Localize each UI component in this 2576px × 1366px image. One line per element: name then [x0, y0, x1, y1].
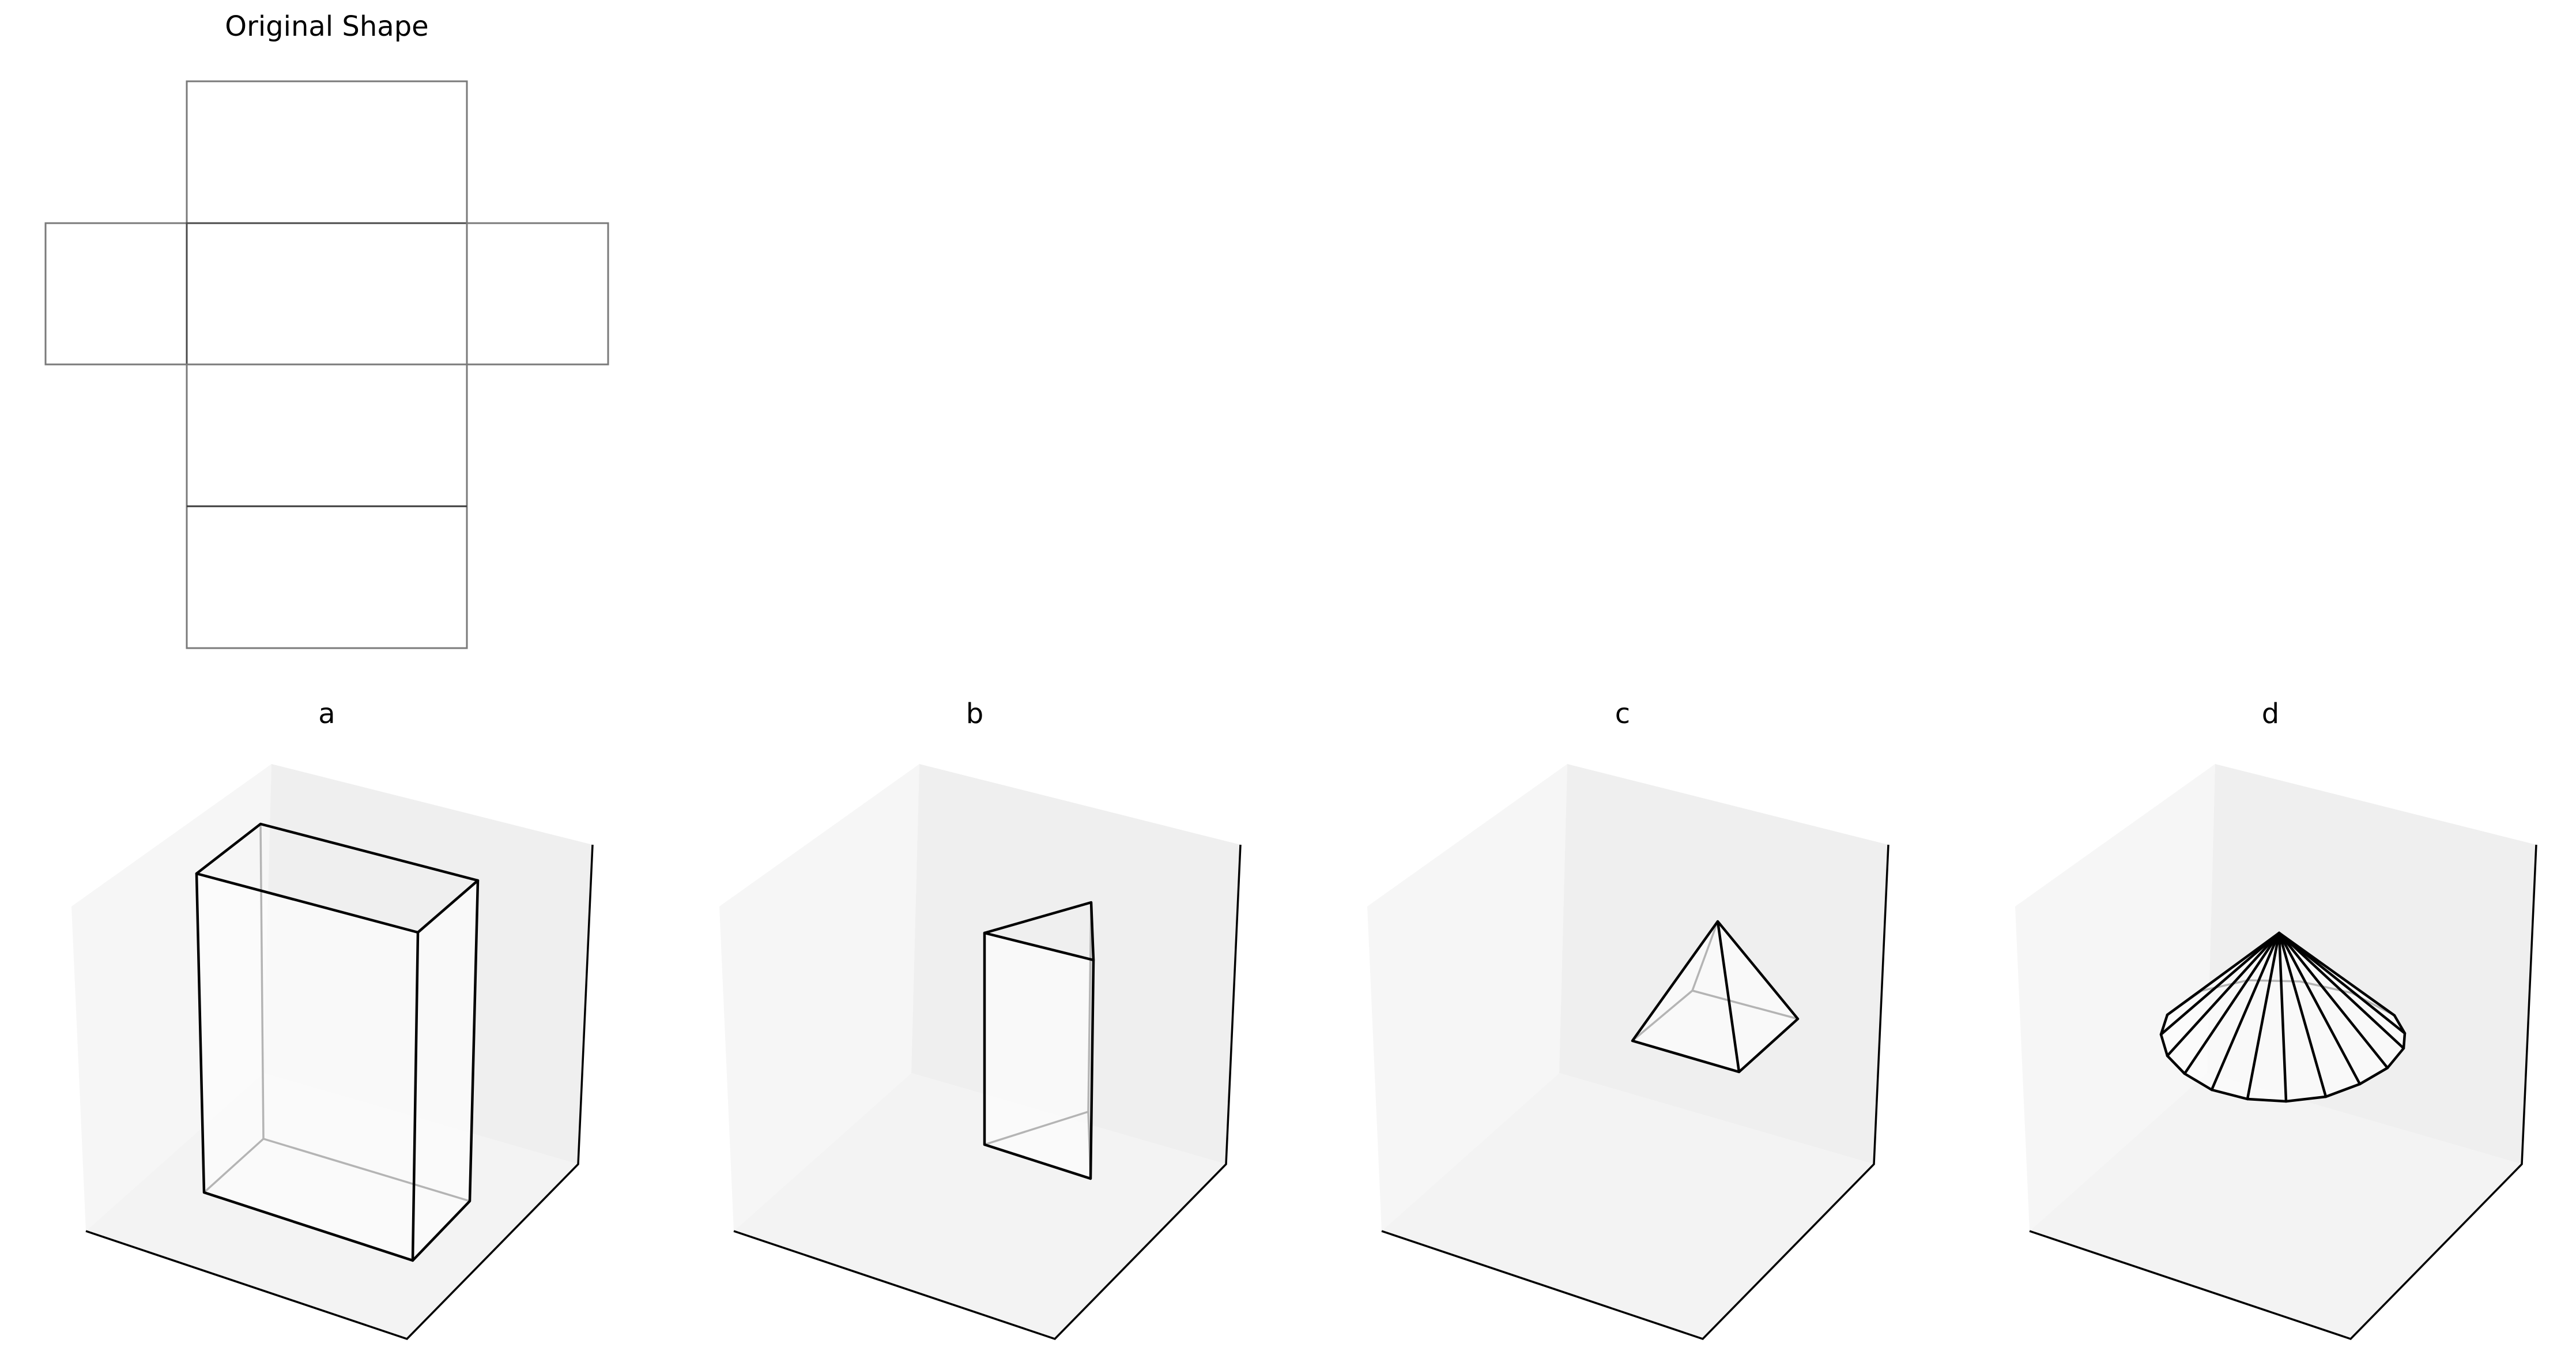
- net-face-top: [186, 80, 468, 224]
- option-d-label: d: [2262, 698, 2279, 730]
- pane-floor: [1382, 1073, 1874, 1339]
- pane-floor: [734, 1073, 1226, 1339]
- net-face-lower: [186, 363, 468, 507]
- option-b-axes: [719, 764, 1242, 1341]
- net-face-left: [44, 222, 188, 366]
- net-face-center: [186, 222, 468, 366]
- option-c-panel: c: [1367, 698, 1889, 1341]
- net-panel: Original Shape: [44, 10, 609, 649]
- triangular-prism-top: [983, 901, 1095, 962]
- option-c-axes: [1367, 764, 1889, 1341]
- option-b-shape: [983, 901, 1095, 1180]
- pane-left: [1367, 764, 1567, 1231]
- axis-lines: [1381, 844, 1889, 1341]
- net-face-right: [466, 222, 609, 366]
- triangular-prism-edges: [983, 931, 1095, 1180]
- option-a-panel: a: [71, 698, 594, 1341]
- option-c-shape: [1631, 920, 1800, 1074]
- pane-left: [2015, 764, 2215, 1231]
- net-diagram: [44, 80, 609, 649]
- net-face-bottom: [186, 505, 468, 649]
- square-pyramid-edges: [1631, 920, 1800, 1074]
- option-c-label: c: [1615, 698, 1630, 730]
- net-title: Original Shape: [225, 10, 428, 43]
- axis-lines: [733, 844, 1242, 1341]
- option-b-panel: b: [719, 698, 1242, 1341]
- pane-floor: [2030, 1073, 2522, 1339]
- option-b-label: b: [966, 698, 983, 730]
- rectangular-prism-edges: [195, 872, 420, 1262]
- cone-generators: [2159, 931, 2407, 1103]
- option-d-shape: [2159, 931, 2407, 1103]
- axis-lines: [2029, 844, 2537, 1341]
- axis-lines: [85, 844, 594, 1341]
- option-d-panel: d: [2015, 698, 2537, 1341]
- option-a-shape: [195, 822, 480, 1262]
- pane-left: [719, 764, 919, 1231]
- option-a-label: a: [318, 698, 335, 730]
